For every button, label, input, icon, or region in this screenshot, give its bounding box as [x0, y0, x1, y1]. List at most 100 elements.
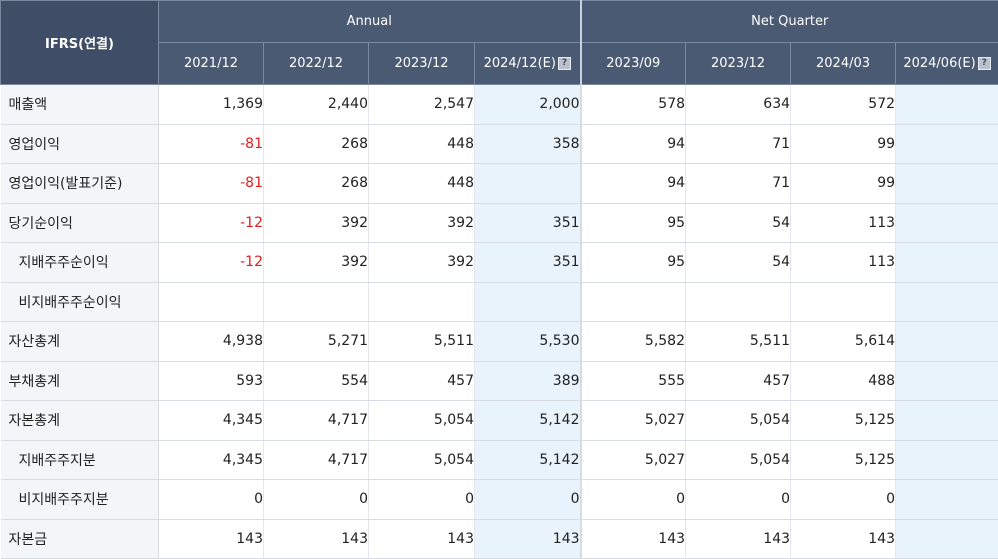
period-label: 2022/12 — [289, 56, 343, 71]
table-cell: 0 — [581, 480, 686, 520]
table-cell: 448 — [369, 124, 475, 164]
table-cell — [686, 282, 791, 322]
table-cell: 593 — [159, 361, 264, 401]
period-label: 2024/12(E) — [484, 56, 556, 71]
period-label: 2024/03 — [816, 56, 870, 71]
table-cell: 572 — [791, 85, 896, 125]
period-header-quarter-3: 2024/06(E)? — [896, 43, 998, 85]
table-cell: 0 — [475, 480, 581, 520]
period-label: 2023/12 — [394, 56, 448, 71]
table-cell: 448 — [369, 164, 475, 204]
row-label: 비지배주주순이익 — [1, 282, 159, 322]
table-row: 비지배주주순이익 — [1, 282, 998, 322]
table-cell — [896, 322, 998, 362]
row-label: 당기순이익 — [1, 203, 159, 243]
table-cell: 0 — [369, 480, 475, 520]
table-cell — [791, 282, 896, 322]
table-cell: 488 — [791, 361, 896, 401]
table-cell — [896, 124, 998, 164]
table-cell: 94 — [581, 124, 686, 164]
table-cell: 5,142 — [475, 440, 581, 480]
table-cell: 358 — [475, 124, 581, 164]
table-cell: 392 — [264, 203, 369, 243]
table-cell: 5,271 — [264, 322, 369, 362]
table-cell: 0 — [264, 480, 369, 520]
table-cell: 5,054 — [686, 401, 791, 441]
row-label: 자본금 — [1, 519, 159, 559]
table-cell: 94 — [581, 164, 686, 204]
table-cell: 95 — [581, 203, 686, 243]
table-cell — [896, 85, 998, 125]
table-cell: 5,530 — [475, 322, 581, 362]
table-cell: 143 — [369, 519, 475, 559]
period-header-annual-2: 2023/12 — [369, 43, 475, 85]
net-quarter-group-header: Net Quarter — [581, 1, 998, 43]
row-label: 부채총계 — [1, 361, 159, 401]
table-cell: 2,000 — [475, 85, 581, 125]
table-cell: 99 — [791, 124, 896, 164]
table-cell: 634 — [686, 85, 791, 125]
table-cell: 143 — [791, 519, 896, 559]
table-cell: 555 — [581, 361, 686, 401]
table-cell: 143 — [475, 519, 581, 559]
question-mark-icon[interactable]: ? — [558, 57, 571, 70]
table-cell: 0 — [686, 480, 791, 520]
period-label: 2021/12 — [184, 56, 238, 71]
table-cell: 389 — [475, 361, 581, 401]
row-label: 매출액 — [1, 85, 159, 125]
table-cell: 392 — [369, 203, 475, 243]
table-cell — [159, 282, 264, 322]
row-label: 비지배주주지분 — [1, 480, 159, 520]
period-header-annual-0: 2021/12 — [159, 43, 264, 85]
table-cell: 5,125 — [791, 440, 896, 480]
question-mark-icon[interactable]: ? — [978, 57, 991, 70]
table-cell: 1,369 — [159, 85, 264, 125]
table-cell: 0 — [791, 480, 896, 520]
table-cell: 5,054 — [686, 440, 791, 480]
table-cell: -81 — [159, 124, 264, 164]
table-cell: 4,345 — [159, 401, 264, 441]
table-cell: 5,511 — [369, 322, 475, 362]
table-cell: 457 — [686, 361, 791, 401]
table-cell: 5,614 — [791, 322, 896, 362]
period-header-annual-1: 2022/12 — [264, 43, 369, 85]
table-cell: 2,440 — [264, 85, 369, 125]
period-label: 2024/06(E) — [903, 56, 975, 71]
ifrs-basis-header: IFRS(연결) — [1, 1, 159, 85]
period-label: 2023/12 — [711, 56, 765, 71]
table-cell: 99 — [791, 164, 896, 204]
row-label: 자본총계 — [1, 401, 159, 441]
table-cell: 0 — [159, 480, 264, 520]
table-cell: 4,717 — [264, 401, 369, 441]
table-cell: 5,125 — [791, 401, 896, 441]
row-label: 영업이익 — [1, 124, 159, 164]
table-cell — [896, 282, 998, 322]
table-cell — [264, 282, 369, 322]
table-cell — [896, 361, 998, 401]
table-cell — [896, 519, 998, 559]
table-cell: 5,054 — [369, 401, 475, 441]
table-cell: 143 — [264, 519, 369, 559]
table-cell: 143 — [686, 519, 791, 559]
period-header-quarter-2: 2024/03 — [791, 43, 896, 85]
table-cell — [896, 440, 998, 480]
table-cell — [896, 480, 998, 520]
table-cell: 554 — [264, 361, 369, 401]
period-header-quarter-1: 2023/12 — [686, 43, 791, 85]
table-cell: -12 — [159, 203, 264, 243]
table-cell: 268 — [264, 164, 369, 204]
table-cell — [896, 401, 998, 441]
table-cell: 54 — [686, 203, 791, 243]
period-header-quarter-0: 2023/09 — [581, 43, 686, 85]
table-cell: 392 — [369, 243, 475, 283]
row-label: 지배주주순이익 — [1, 243, 159, 283]
